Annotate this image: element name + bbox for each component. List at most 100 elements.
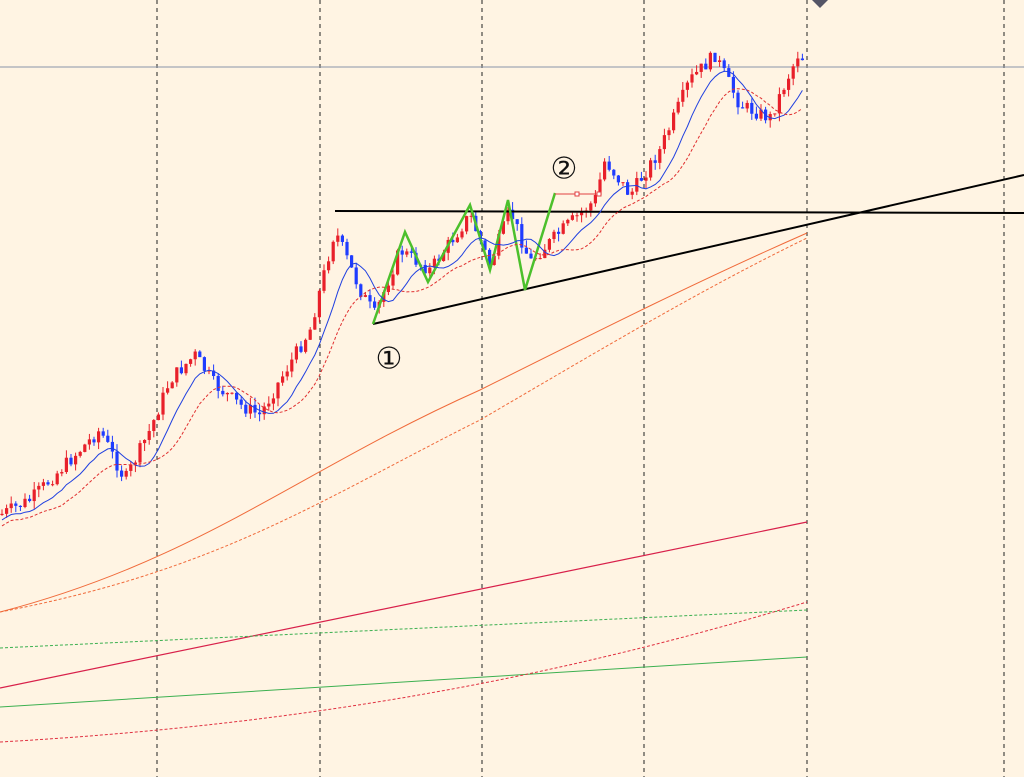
candle-body xyxy=(575,215,579,217)
candle-body xyxy=(432,258,436,268)
candle-body xyxy=(97,431,101,443)
candle-body xyxy=(455,237,459,243)
candle-body xyxy=(290,359,294,372)
candle-body xyxy=(598,179,602,195)
candle-body xyxy=(129,464,133,471)
candle-body xyxy=(46,482,50,485)
candle-body xyxy=(18,505,22,508)
candle-body xyxy=(308,329,312,340)
candle-body xyxy=(175,367,179,383)
candle-body xyxy=(83,444,87,452)
candle-body xyxy=(267,403,271,407)
candle-body xyxy=(281,376,285,383)
candle-body xyxy=(635,178,639,192)
candle-body xyxy=(212,370,216,377)
candle-body xyxy=(239,399,243,405)
candle-body xyxy=(524,247,528,254)
candle-body xyxy=(423,264,427,274)
candle-body xyxy=(658,149,662,163)
candle-body xyxy=(777,94,781,114)
candle-body xyxy=(557,231,561,234)
candle-body xyxy=(0,513,4,515)
candle-body xyxy=(520,224,524,248)
marker-handle xyxy=(596,191,602,197)
candle-body xyxy=(409,251,413,253)
candle-body xyxy=(580,211,584,216)
candle-body xyxy=(630,191,634,195)
candle-body xyxy=(363,295,367,297)
candle-body xyxy=(396,250,400,275)
ma-orange xyxy=(0,232,808,613)
candle-body xyxy=(561,223,565,234)
candle-body xyxy=(124,470,128,477)
candle-body xyxy=(543,249,547,259)
candle-body xyxy=(676,101,680,113)
candle-body xyxy=(258,412,262,415)
candle-body xyxy=(589,203,593,211)
candle-body xyxy=(143,439,147,444)
candle-body xyxy=(101,431,105,436)
candle-body xyxy=(179,367,183,374)
candle-body xyxy=(336,235,340,242)
candle-body xyxy=(294,346,298,360)
candle-body xyxy=(713,52,717,62)
candle-body xyxy=(741,107,745,109)
candle-body xyxy=(322,270,326,291)
candle-body xyxy=(469,215,473,217)
candle-body xyxy=(552,231,556,240)
support-trendline xyxy=(372,174,1024,325)
candle-body xyxy=(74,455,78,465)
candle-body xyxy=(704,63,708,70)
candle-body xyxy=(796,58,800,67)
candle-body xyxy=(37,485,41,490)
candle-body xyxy=(465,216,469,232)
candle-body xyxy=(276,382,280,399)
annotation-label: ① xyxy=(376,342,403,377)
candle-body xyxy=(511,209,515,220)
candle-body xyxy=(506,209,510,222)
candle-body xyxy=(221,390,225,395)
candle-body xyxy=(612,169,616,176)
candle-body xyxy=(317,290,321,318)
candle-body xyxy=(55,473,59,485)
candle-body xyxy=(184,363,188,374)
candle-body xyxy=(345,241,349,256)
candle-body xyxy=(373,301,377,308)
candle-body xyxy=(285,371,289,377)
candle-body xyxy=(773,113,777,115)
candle-body xyxy=(492,255,496,265)
candle-body xyxy=(216,376,220,391)
candle-body xyxy=(718,60,722,62)
candle-body xyxy=(304,339,308,352)
candle-body xyxy=(787,78,791,90)
candle-body xyxy=(120,470,124,477)
candle-body xyxy=(685,82,689,90)
candle-body xyxy=(727,68,731,77)
candle-body xyxy=(382,292,386,302)
candle-body xyxy=(400,250,404,255)
candle-body xyxy=(672,112,676,131)
candle-body xyxy=(745,102,749,109)
annotation-label: ② xyxy=(551,152,578,187)
candle-body xyxy=(248,404,252,414)
marker-handle xyxy=(574,191,580,197)
candle-body xyxy=(722,60,726,69)
candle-body xyxy=(626,182,630,195)
candle-body xyxy=(653,160,657,163)
candle-body xyxy=(359,284,363,297)
candle-body xyxy=(695,71,699,75)
candle-body xyxy=(106,435,110,442)
candle-body xyxy=(791,66,795,79)
ma-green xyxy=(0,656,808,708)
candle-body xyxy=(368,295,372,302)
candle-body xyxy=(253,404,257,413)
candle-body xyxy=(152,420,156,431)
candle-body xyxy=(60,472,64,474)
ma-crimson xyxy=(0,521,808,689)
candle-body xyxy=(28,498,32,502)
candle-body xyxy=(736,92,740,108)
moving-averages xyxy=(0,232,808,743)
candle-body xyxy=(69,457,73,465)
